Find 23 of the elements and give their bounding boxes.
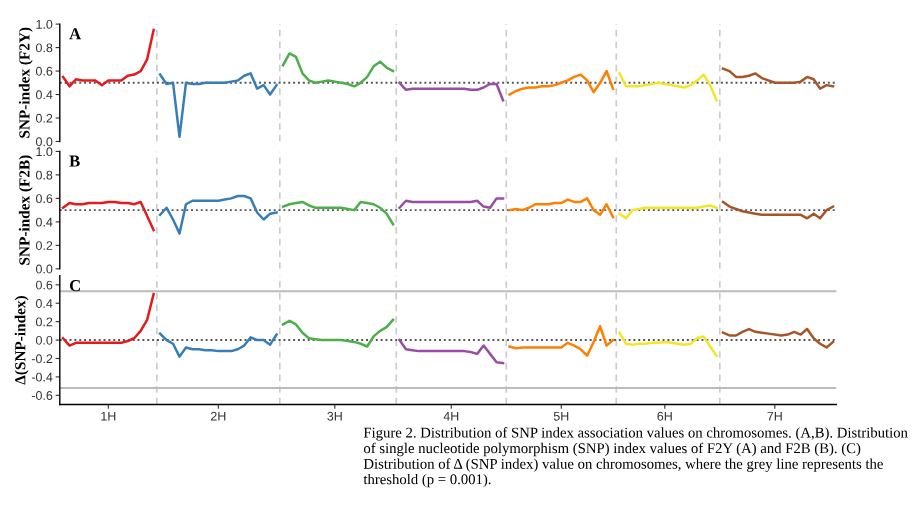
annotation: B bbox=[69, 155, 80, 167]
line-series bbox=[721, 327, 835, 349]
annotation: C bbox=[69, 280, 80, 292]
line-series bbox=[721, 200, 835, 220]
line-series bbox=[61, 200, 155, 232]
line-series bbox=[158, 332, 278, 358]
line-series bbox=[158, 194, 278, 235]
line-series bbox=[618, 331, 718, 357]
line-series bbox=[281, 318, 395, 348]
line-series bbox=[398, 338, 505, 365]
line-series bbox=[61, 28, 155, 88]
line-series bbox=[618, 204, 718, 220]
line-series bbox=[281, 200, 395, 226]
line-series bbox=[398, 81, 505, 102]
line-series bbox=[158, 72, 278, 139]
line-series bbox=[61, 292, 155, 347]
line-series bbox=[508, 197, 615, 219]
line-series bbox=[508, 325, 615, 357]
line-series bbox=[508, 69, 615, 96]
line-series bbox=[618, 72, 718, 102]
line-series bbox=[281, 52, 395, 88]
line-series bbox=[721, 67, 835, 90]
annotation: A bbox=[69, 28, 82, 40]
